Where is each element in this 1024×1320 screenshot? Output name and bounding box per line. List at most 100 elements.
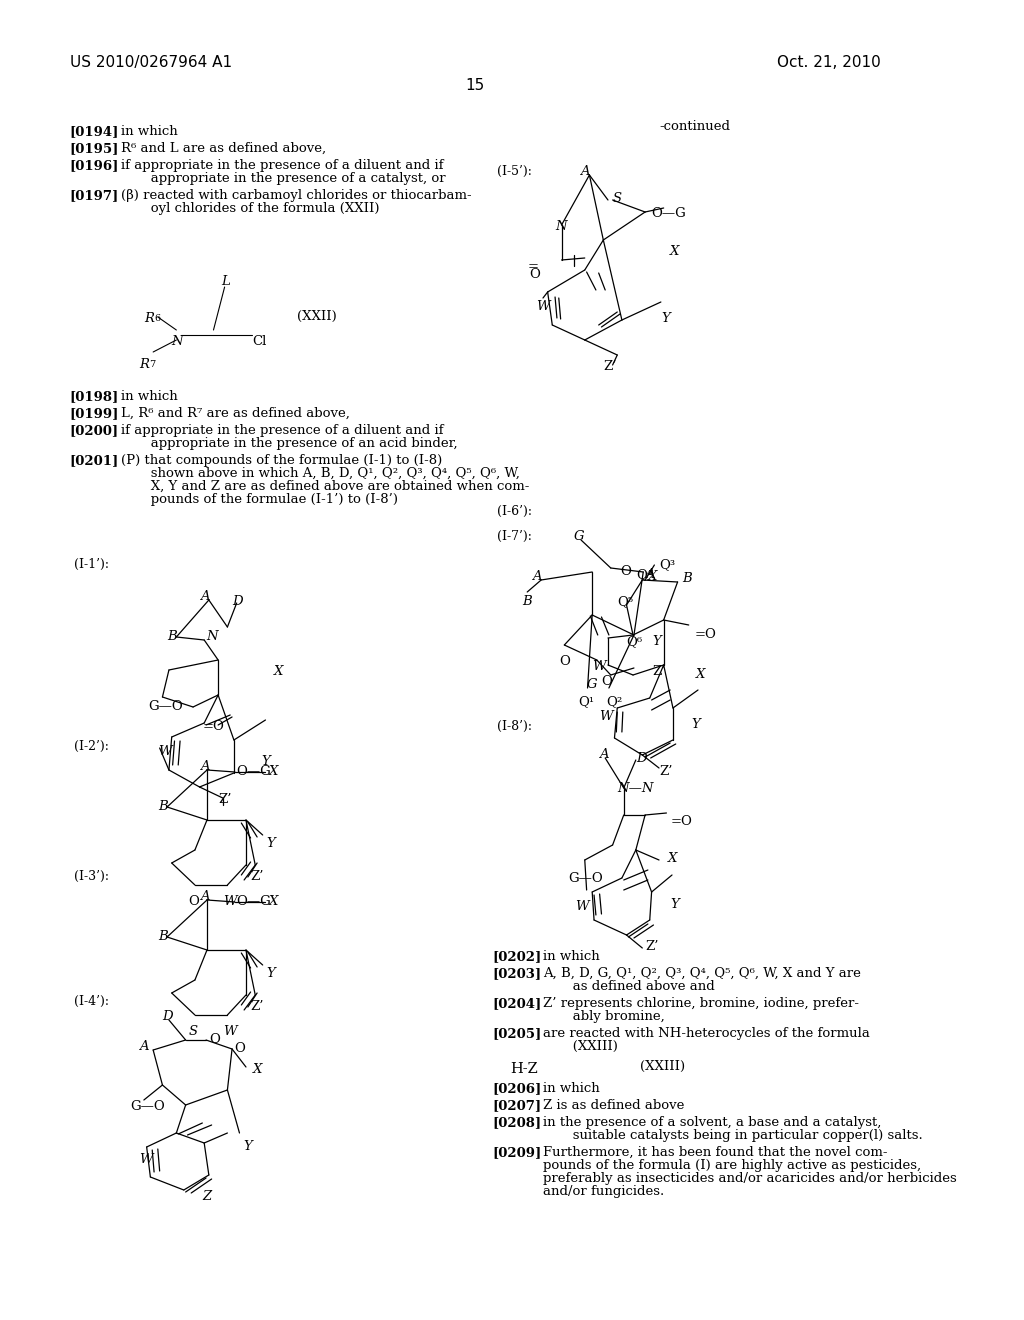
Text: shown above in which A, B, D, Q¹, Q², Q³, Q⁴, Q⁵, Q⁶, W,: shown above in which A, B, D, Q¹, Q², Q³… [121,467,519,480]
Text: [0195]: [0195] [70,143,119,154]
Text: X: X [269,766,279,777]
Text: A: A [531,570,542,583]
Text: Y: Y [266,837,275,850]
Text: S: S [188,1026,198,1038]
Text: ably bromine,: ably bromine, [543,1010,665,1023]
Text: A: A [200,590,209,603]
Text: [0203]: [0203] [492,968,541,979]
Text: Furthermore, it has been found that the novel com-: Furthermore, it has been found that the … [543,1146,888,1159]
Text: O: O [209,1034,220,1045]
Text: Z is as defined above: Z is as defined above [543,1100,684,1111]
Text: (I-7’):: (I-7’): [497,531,531,543]
Text: G: G [587,678,597,690]
Text: Z’: Z’ [652,665,666,678]
Text: (XXII): (XXII) [297,310,337,323]
Text: (I-6’):: (I-6’): [497,506,531,517]
Text: [0199]: [0199] [70,407,119,420]
Text: if appropriate in the presence of a diluent and if: if appropriate in the presence of a dilu… [121,424,443,437]
Text: W: W [592,660,606,673]
Text: X: X [253,1063,262,1076]
Text: A: A [581,165,590,178]
Text: O: O [601,675,612,688]
Text: Y: Y [660,312,670,325]
Text: Y: Y [243,1140,252,1152]
Text: [0197]: [0197] [70,189,119,202]
Text: W: W [158,744,171,758]
Text: [0208]: [0208] [492,1115,541,1129]
Text: D: D [636,752,646,766]
Text: Y: Y [266,968,275,979]
Text: B: B [158,931,168,942]
Text: A: A [139,1040,148,1053]
Text: Y: Y [652,635,662,648]
Text: O—G: O—G [651,207,686,220]
Text: Oct. 21, 2010: Oct. 21, 2010 [777,55,881,70]
Text: 15: 15 [466,78,484,92]
Text: O—G: O—G [237,766,271,777]
Text: G—O: G—O [130,1100,165,1113]
Text: Z’: Z’ [659,766,673,777]
Text: Z: Z [203,1191,212,1203]
Text: Q⁵: Q⁵ [617,595,634,609]
Text: (I-8’):: (I-8’): [497,719,531,733]
Text: L: L [221,275,229,288]
Text: (I-1’):: (I-1’): [75,558,110,572]
Text: B: B [167,630,177,643]
Text: appropriate in the presence of an acid binder,: appropriate in the presence of an acid b… [121,437,458,450]
Text: X: X [670,246,680,257]
Text: =O: =O [670,814,692,828]
Text: W: W [139,1152,153,1166]
Text: 7: 7 [150,360,156,370]
Text: A: A [645,568,654,581]
Text: A: A [200,890,209,903]
Text: [0209]: [0209] [492,1146,542,1159]
Text: R⁶ and L are as defined above,: R⁶ and L are as defined above, [121,143,326,154]
Text: W: W [223,1026,237,1038]
Text: G—O: G—O [148,700,183,713]
Text: if appropriate in the presence of a diluent and if: if appropriate in the presence of a dilu… [121,158,443,172]
Text: H-Z: H-Z [511,1063,539,1076]
Text: W: W [575,900,589,913]
Text: in which: in which [543,1082,600,1096]
Text: 6: 6 [154,314,160,323]
Text: (I-2’):: (I-2’): [75,741,110,752]
Text: Q⁴: Q⁴ [636,568,652,581]
Text: (β) reacted with carbamoyl chlorides or thiocarbam-: (β) reacted with carbamoyl chlorides or … [121,189,471,202]
Text: [0205]: [0205] [492,1027,542,1040]
Text: O: O [529,268,540,281]
Text: Q⁶: Q⁶ [627,635,643,648]
Text: (I-3’):: (I-3’): [75,870,110,883]
Text: O: O [621,565,631,578]
Text: A: A [200,760,209,774]
Text: B: B [682,572,692,585]
Text: G: G [573,531,585,543]
Text: X: X [648,570,657,583]
Text: Z’ represents chlorine, bromine, iodine, prefer-: Z’ represents chlorine, bromine, iodine,… [543,997,859,1010]
Text: O: O [188,895,200,908]
Text: B: B [158,800,168,813]
Text: in which: in which [121,389,177,403]
Text: suitable catalysts being in particular copper(l) salts.: suitable catalysts being in particular c… [543,1129,923,1142]
Text: appropriate in the presence of a catalyst, or: appropriate in the presence of a catalys… [121,172,445,185]
Text: [0202]: [0202] [492,950,542,964]
Text: (XXIII): (XXIII) [543,1040,617,1053]
Text: [0207]: [0207] [492,1100,541,1111]
Text: [0204]: [0204] [492,997,542,1010]
Text: (I-4’):: (I-4’): [75,995,110,1008]
Text: pounds of the formulae (I-1’) to (I-8’): pounds of the formulae (I-1’) to (I-8’) [121,492,397,506]
Text: Z’: Z’ [251,870,264,883]
Text: O—G: O—G [237,895,271,908]
Text: and/or fungicides.: and/or fungicides. [543,1185,665,1199]
Text: (XXIII): (XXIII) [640,1060,686,1073]
Text: Z’: Z’ [645,940,658,953]
Text: Y: Y [262,755,270,768]
Text: =O: =O [694,628,716,642]
Text: (P) that compounds of the formulae (I-1) to (I-8): (P) that compounds of the formulae (I-1)… [121,454,442,467]
Text: O: O [560,655,570,668]
Text: pounds of the formula (I) are highly active as pesticides,: pounds of the formula (I) are highly act… [543,1159,922,1172]
Text: N: N [555,220,566,234]
Text: Y: Y [670,898,679,911]
Text: Y: Y [691,718,700,731]
Text: preferably as insecticides and/or acaricides and/or herbicides: preferably as insecticides and/or acaric… [543,1172,956,1185]
Text: R: R [139,358,150,371]
